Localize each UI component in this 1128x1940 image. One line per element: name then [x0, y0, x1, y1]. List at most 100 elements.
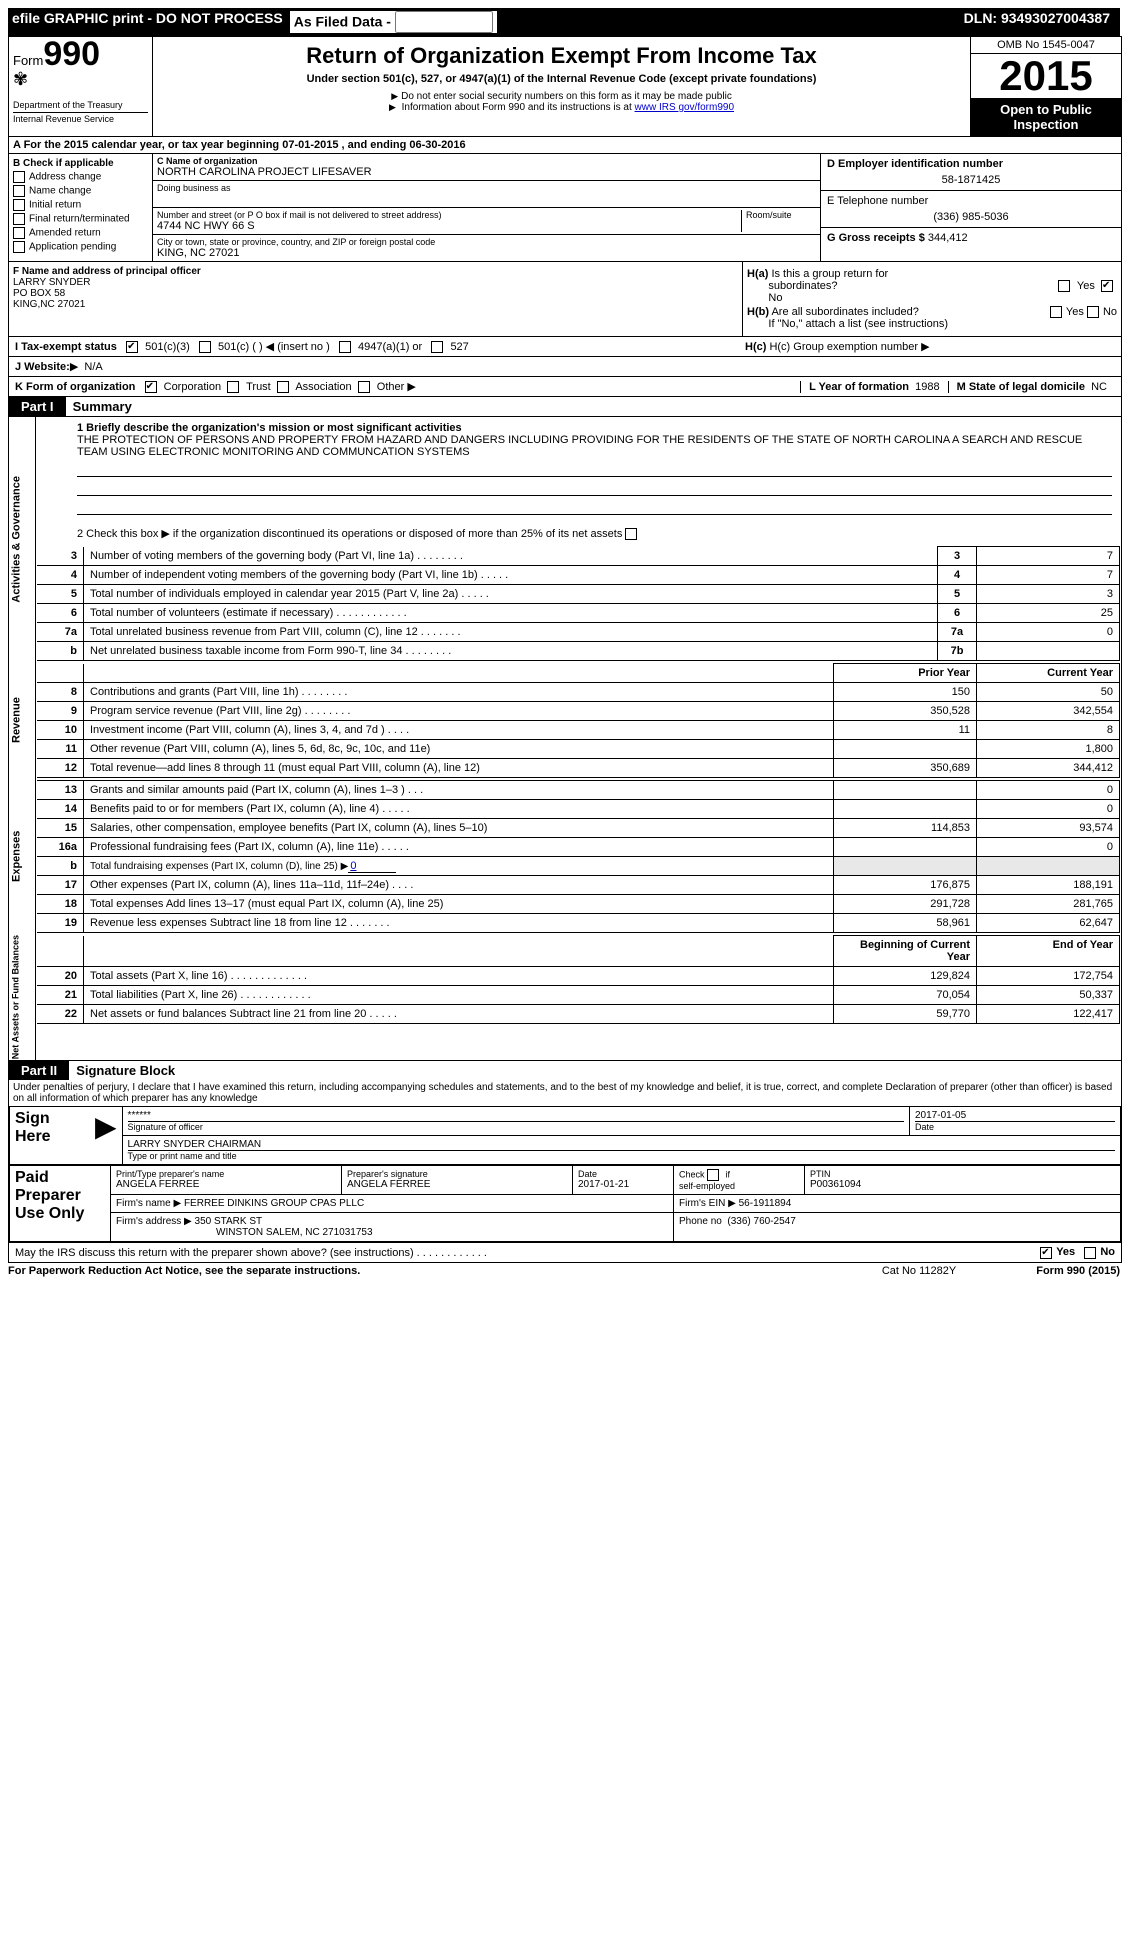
- discuss-row: May the IRS discuss this return with the…: [9, 1242, 1121, 1261]
- part1-header: Part I Summary: [9, 396, 1121, 416]
- cell-org-name: C Name of organization NORTH CAROLINA PR…: [153, 154, 820, 181]
- k-assoc[interactable]: [277, 381, 289, 393]
- dln: DLN: 93493027004387: [964, 10, 1110, 34]
- row-j: J Website: ▶ N/A: [9, 356, 1121, 376]
- self-emp-chk[interactable]: [707, 1169, 719, 1181]
- col-b-header: B Check if applicable: [13, 158, 148, 169]
- l2-chk[interactable]: [625, 528, 637, 540]
- gov-table: 3 Number of voting members of the govern…: [37, 546, 1120, 661]
- prep-sig: ANGELA FERREE: [347, 1179, 567, 1190]
- irs-link[interactable]: www IRS gov/form990: [635, 102, 734, 113]
- chk-address[interactable]: [13, 171, 25, 183]
- cell-city: City or town, state or province, country…: [153, 235, 820, 261]
- row-i: I Tax-exempt status 501(c)(3) 501(c) ( )…: [9, 336, 1121, 356]
- line2: 2 Check this box ▶ if the organization d…: [37, 523, 1120, 544]
- table-row: 14 Benefits paid to or for members (Part…: [37, 800, 1120, 819]
- table-row: 4 Number of independent voting members o…: [37, 566, 1120, 585]
- l-year: L Year of formation 1988: [800, 381, 947, 393]
- table-row: b Total fundraising expenses (Part IX, c…: [37, 857, 1120, 876]
- col-b: B Check if applicable Address change Nam…: [9, 154, 153, 261]
- part1-governance: Activities & Governance 1 Briefly descri…: [9, 416, 1121, 662]
- chk-pending[interactable]: [13, 241, 25, 253]
- chk-initial[interactable]: [13, 199, 25, 211]
- ptin-label: PTIN: [810, 1169, 1115, 1179]
- table-header-row: Prior YearCurrent Year: [37, 664, 1120, 683]
- tax-year: 2015: [971, 54, 1121, 98]
- chk-name[interactable]: [13, 185, 25, 197]
- open-inspection: Open to Public Inspection: [971, 98, 1121, 136]
- sig-stars: ******: [128, 1110, 904, 1121]
- fh-row: F Name and address of principal officer …: [9, 261, 1121, 336]
- irs-label: Internal Revenue Service: [13, 112, 148, 124]
- note-info: Information about Form 990 and its instr…: [157, 102, 966, 113]
- ptin-val: P00361094: [810, 1179, 1115, 1190]
- i-527[interactable]: [431, 341, 443, 353]
- paid-label: Paid Preparer Use Only: [10, 1166, 111, 1242]
- chk-amended[interactable]: [13, 227, 25, 239]
- table-row: 13 Grants and similar amounts paid (Part…: [37, 781, 1120, 800]
- firm-phone-row: Phone no (336) 760-2547: [674, 1213, 1121, 1242]
- form-container: Form990 ✾ Department of the Treasury Int…: [8, 36, 1122, 1263]
- h-c: H(c) H(c) Group exemption number ▶: [745, 340, 1115, 353]
- discuss-yes[interactable]: [1040, 1247, 1052, 1259]
- discuss-no[interactable]: [1084, 1247, 1096, 1259]
- firm-ein-row: Firm's EIN ▶ 56-1911894: [674, 1195, 1121, 1213]
- efile-label: efile GRAPHIC print - DO NOT PROCESS: [12, 10, 283, 34]
- cell-address: Number and street (or P O box if mail is…: [153, 208, 820, 235]
- i-501c[interactable]: [199, 341, 211, 353]
- i-501c3[interactable]: [126, 341, 138, 353]
- table-row: 21 Total liabilities (Part X, line 26) .…: [37, 986, 1120, 1005]
- part1-expenses: Expenses 13 Grants and similar amounts p…: [9, 779, 1121, 934]
- mission-block: 1 Briefly describe the organization's mi…: [37, 418, 1120, 523]
- vert-expenses: Expenses: [9, 779, 36, 934]
- typed-name: LARRY SNYDER CHAIRMAN: [128, 1139, 1115, 1151]
- sig-date-label: Date: [915, 1121, 1115, 1132]
- table-row: b Net unrelated business taxable income …: [37, 642, 1120, 661]
- sign-here-table: Sign Here ▶ ****** Signature of officer …: [9, 1106, 1121, 1165]
- i-4947[interactable]: [339, 341, 351, 353]
- firm-addr-row: Firm's address ▶ 350 STARK ST WINSTON SA…: [111, 1213, 674, 1242]
- k-other[interactable]: [358, 381, 370, 393]
- table-row: 16a Professional fundraising fees (Part …: [37, 838, 1120, 857]
- cell-gross: G Gross receipts $ 344,412: [821, 228, 1121, 248]
- table-row: 9 Program service revenue (Part VIII, li…: [37, 702, 1120, 721]
- dept-label: Department of the Treasury: [13, 100, 148, 110]
- footer-right: Form 990 (2015): [1036, 1265, 1120, 1277]
- ha-no[interactable]: [1101, 280, 1113, 292]
- col-c: C Name of organization NORTH CAROLINA PR…: [153, 154, 820, 261]
- table-row: 8 Contributions and grants (Part VIII, l…: [37, 683, 1120, 702]
- row-klm: K Form of organization Corporation Trust…: [9, 376, 1121, 396]
- k-trust[interactable]: [227, 381, 239, 393]
- prep-sig-label: Preparer's signature: [347, 1169, 567, 1179]
- k-corp[interactable]: [145, 381, 157, 393]
- sign-arrow-icon: ▶: [90, 1107, 122, 1165]
- m-state: M State of legal domicile NC: [948, 381, 1115, 393]
- rev-table: Prior YearCurrent Year8 Contributions an…: [37, 663, 1120, 778]
- table-row: 17 Other expenses (Part IX, column (A), …: [37, 876, 1120, 895]
- form-subtitle: Under section 501(c), 527, or 4947(a)(1)…: [157, 73, 966, 85]
- hb-no[interactable]: [1087, 306, 1099, 318]
- perjury-text: Under penalties of perjury, I declare th…: [9, 1080, 1121, 1106]
- table-row: 3 Number of voting members of the govern…: [37, 547, 1120, 566]
- header-right: OMB No 1545-0047 2015 Open to Public Ins…: [970, 37, 1121, 136]
- ha-yes[interactable]: [1058, 280, 1070, 292]
- cell-phone: E Telephone number (336) 985-5036: [821, 191, 1121, 228]
- table-row: 20 Total assets (Part X, line 16) . . . …: [37, 967, 1120, 986]
- header-mid: Return of Organization Exempt From Incom…: [153, 37, 970, 136]
- prep-name-label: Print/Type preparer's name: [116, 1169, 336, 1179]
- chk-final[interactable]: [13, 213, 25, 225]
- self-employed: Check ifself-employed: [674, 1166, 805, 1195]
- table-row: 22 Net assets or fund balances Subtract …: [37, 1005, 1120, 1024]
- table-row: 12 Total revenue—add lines 8 through 11 …: [37, 759, 1120, 778]
- asfiled-input[interactable]: [395, 11, 493, 33]
- firm-name-row: Firm's name ▶ FERREE DINKINS GROUP CPAS …: [111, 1195, 674, 1213]
- typed-label: Type or print name and title: [128, 1151, 1115, 1161]
- hb-yes[interactable]: [1050, 306, 1062, 318]
- vert-revenue: Revenue: [9, 662, 36, 779]
- sig-officer-label: Signature of officer: [128, 1121, 904, 1132]
- h-b: H(b) Are all subordinates included? Yes …: [747, 306, 1117, 330]
- cell-ein: D Employer identification number 58-1871…: [821, 154, 1121, 191]
- net-table: Beginning of Current YearEnd of Year20 T…: [37, 935, 1120, 1024]
- prep-date: 2017-01-21: [578, 1179, 668, 1190]
- h-section: H(a) Is this a group return for subordin…: [743, 262, 1121, 336]
